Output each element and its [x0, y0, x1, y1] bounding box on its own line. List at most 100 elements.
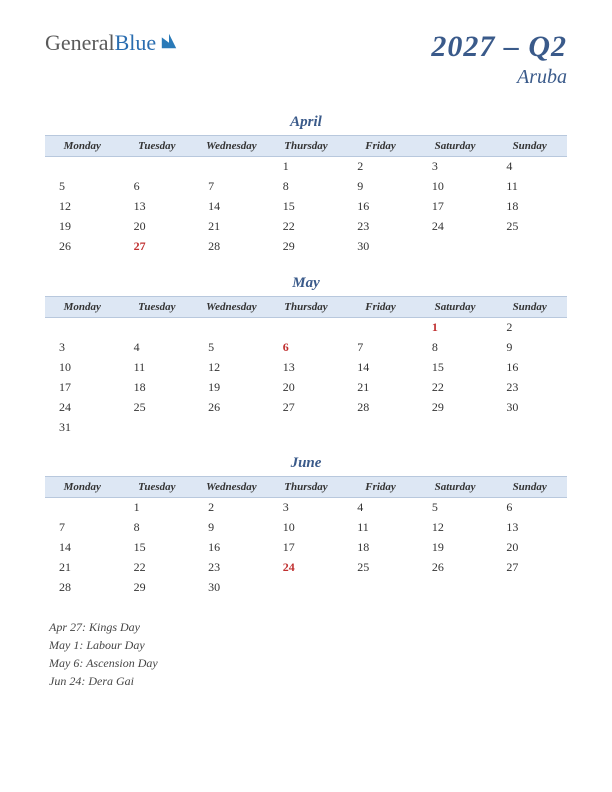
calendar-row: 17181920212223 [45, 377, 567, 397]
logo: GeneralBlue [45, 30, 178, 56]
calendar-cell: 10 [269, 518, 344, 538]
calendar-cell [492, 578, 567, 598]
calendar-cell: 9 [194, 518, 269, 538]
calendar-cell: 21 [45, 558, 120, 578]
calendar-cell: 2 [343, 157, 418, 177]
calendar-cell: 20 [120, 217, 195, 237]
calendar-table: MondayTuesdayWednesdayThursdayFridaySatu… [45, 476, 567, 598]
day-header: Friday [343, 477, 418, 498]
calendar-cell: 30 [343, 237, 418, 257]
calendar-cell: 11 [120, 357, 195, 377]
month-block: April MondayTuesdayWednesdayThursdayFrida… [45, 114, 567, 257]
holidays-list: Apr 27: Kings DayMay 1: Labour DayMay 6:… [45, 618, 567, 690]
calendar-row: 567891011 [45, 177, 567, 197]
calendar-cell: 23 [343, 217, 418, 237]
calendar-cell: 16 [343, 197, 418, 217]
calendar-cell: 25 [120, 397, 195, 417]
calendar-cell: 29 [269, 237, 344, 257]
calendar-cell: 27 [269, 397, 344, 417]
calendar-cell: 17 [45, 377, 120, 397]
day-header: Monday [45, 136, 120, 157]
calendar-cell: 14 [194, 197, 269, 217]
calendar-cell: 3 [269, 498, 344, 518]
day-header: Wednesday [194, 477, 269, 498]
calendar-cell: 22 [120, 558, 195, 578]
calendar-cell: 24 [269, 558, 344, 578]
calendar-cell: 13 [492, 518, 567, 538]
calendar-cell: 18 [492, 197, 567, 217]
calendar-row: 21222324252627 [45, 558, 567, 578]
calendar-table: MondayTuesdayWednesdayThursdayFridaySatu… [45, 135, 567, 257]
calendar-cell [418, 417, 493, 437]
calendar-cell [45, 498, 120, 518]
calendar-cell: 3 [418, 157, 493, 177]
calendar-cell [418, 578, 493, 598]
calendar-cell [45, 317, 120, 337]
calendar-row: 24252627282930 [45, 397, 567, 417]
calendar-cell: 29 [418, 397, 493, 417]
day-header: Saturday [418, 136, 493, 157]
calendar-row: 3456789 [45, 337, 567, 357]
calendar-cell: 26 [418, 558, 493, 578]
calendar-row: 2627282930 [45, 237, 567, 257]
calendar-cell: 21 [194, 217, 269, 237]
calendar-cell [269, 578, 344, 598]
calendar-cell: 1 [418, 317, 493, 337]
calendar-cell [343, 578, 418, 598]
calendar-row: 1234 [45, 157, 567, 177]
calendar-cell [269, 317, 344, 337]
calendar-cell: 28 [194, 237, 269, 257]
calendar-cell: 15 [418, 357, 493, 377]
day-header: Saturday [418, 296, 493, 317]
calendar-cell: 24 [418, 217, 493, 237]
day-header: Friday [343, 136, 418, 157]
calendar-cell: 8 [418, 337, 493, 357]
title-block: 2027 – Q2 Aruba [431, 30, 567, 89]
calendar-cell [418, 237, 493, 257]
calendar-cell [194, 317, 269, 337]
calendar-cell: 20 [269, 377, 344, 397]
calendar-table: MondayTuesdayWednesdayThursdayFridaySatu… [45, 296, 567, 438]
calendar-cell: 19 [45, 217, 120, 237]
calendar-cell: 6 [120, 177, 195, 197]
calendar-cell: 11 [343, 518, 418, 538]
day-header: Thursday [269, 477, 344, 498]
calendar-cell: 8 [120, 518, 195, 538]
calendar-cell: 20 [492, 538, 567, 558]
month-name: April [45, 114, 567, 131]
logo-part2: Blue [115, 30, 157, 55]
calendar-row: 12131415161718 [45, 197, 567, 217]
calendar-cell: 28 [45, 578, 120, 598]
holiday-entry: Apr 27: Kings Day [49, 618, 567, 636]
calendar-cell [343, 317, 418, 337]
calendar-cell: 26 [194, 397, 269, 417]
calendar-cell: 5 [194, 337, 269, 357]
title-sub: Aruba [431, 66, 567, 89]
month-name: May [45, 275, 567, 292]
calendar-row: 78910111213 [45, 518, 567, 538]
day-header: Monday [45, 477, 120, 498]
calendar-cell: 16 [194, 538, 269, 558]
day-header: Tuesday [120, 296, 195, 317]
title-main: 2027 – Q2 [431, 30, 567, 64]
calendar-cell: 14 [45, 538, 120, 558]
calendar-cell: 13 [120, 197, 195, 217]
calendar-cell: 31 [45, 417, 120, 437]
calendar-row: 19202122232425 [45, 217, 567, 237]
calendar-cell [492, 237, 567, 257]
calendar-cell: 1 [120, 498, 195, 518]
month-block: May MondayTuesdayWednesdayThursdayFridayS… [45, 275, 567, 438]
calendar-cell: 22 [269, 217, 344, 237]
month-block: JuneMondayTuesdayWednesdayThursdayFriday… [45, 455, 567, 598]
months-container: AprilMondayTuesdayWednesdayThursdayFrida… [45, 114, 567, 598]
header: GeneralBlue 2027 – Q2 Aruba [45, 30, 567, 89]
calendar-cell: 7 [45, 518, 120, 538]
calendar-row: 282930 [45, 578, 567, 598]
calendar-cell: 1 [269, 157, 344, 177]
calendar-cell: 4 [343, 498, 418, 518]
calendar-row: 123456 [45, 498, 567, 518]
calendar-row: 31 [45, 417, 567, 437]
calendar-cell: 19 [418, 538, 493, 558]
calendar-row: 10111213141516 [45, 357, 567, 377]
calendar-cell: 12 [418, 518, 493, 538]
